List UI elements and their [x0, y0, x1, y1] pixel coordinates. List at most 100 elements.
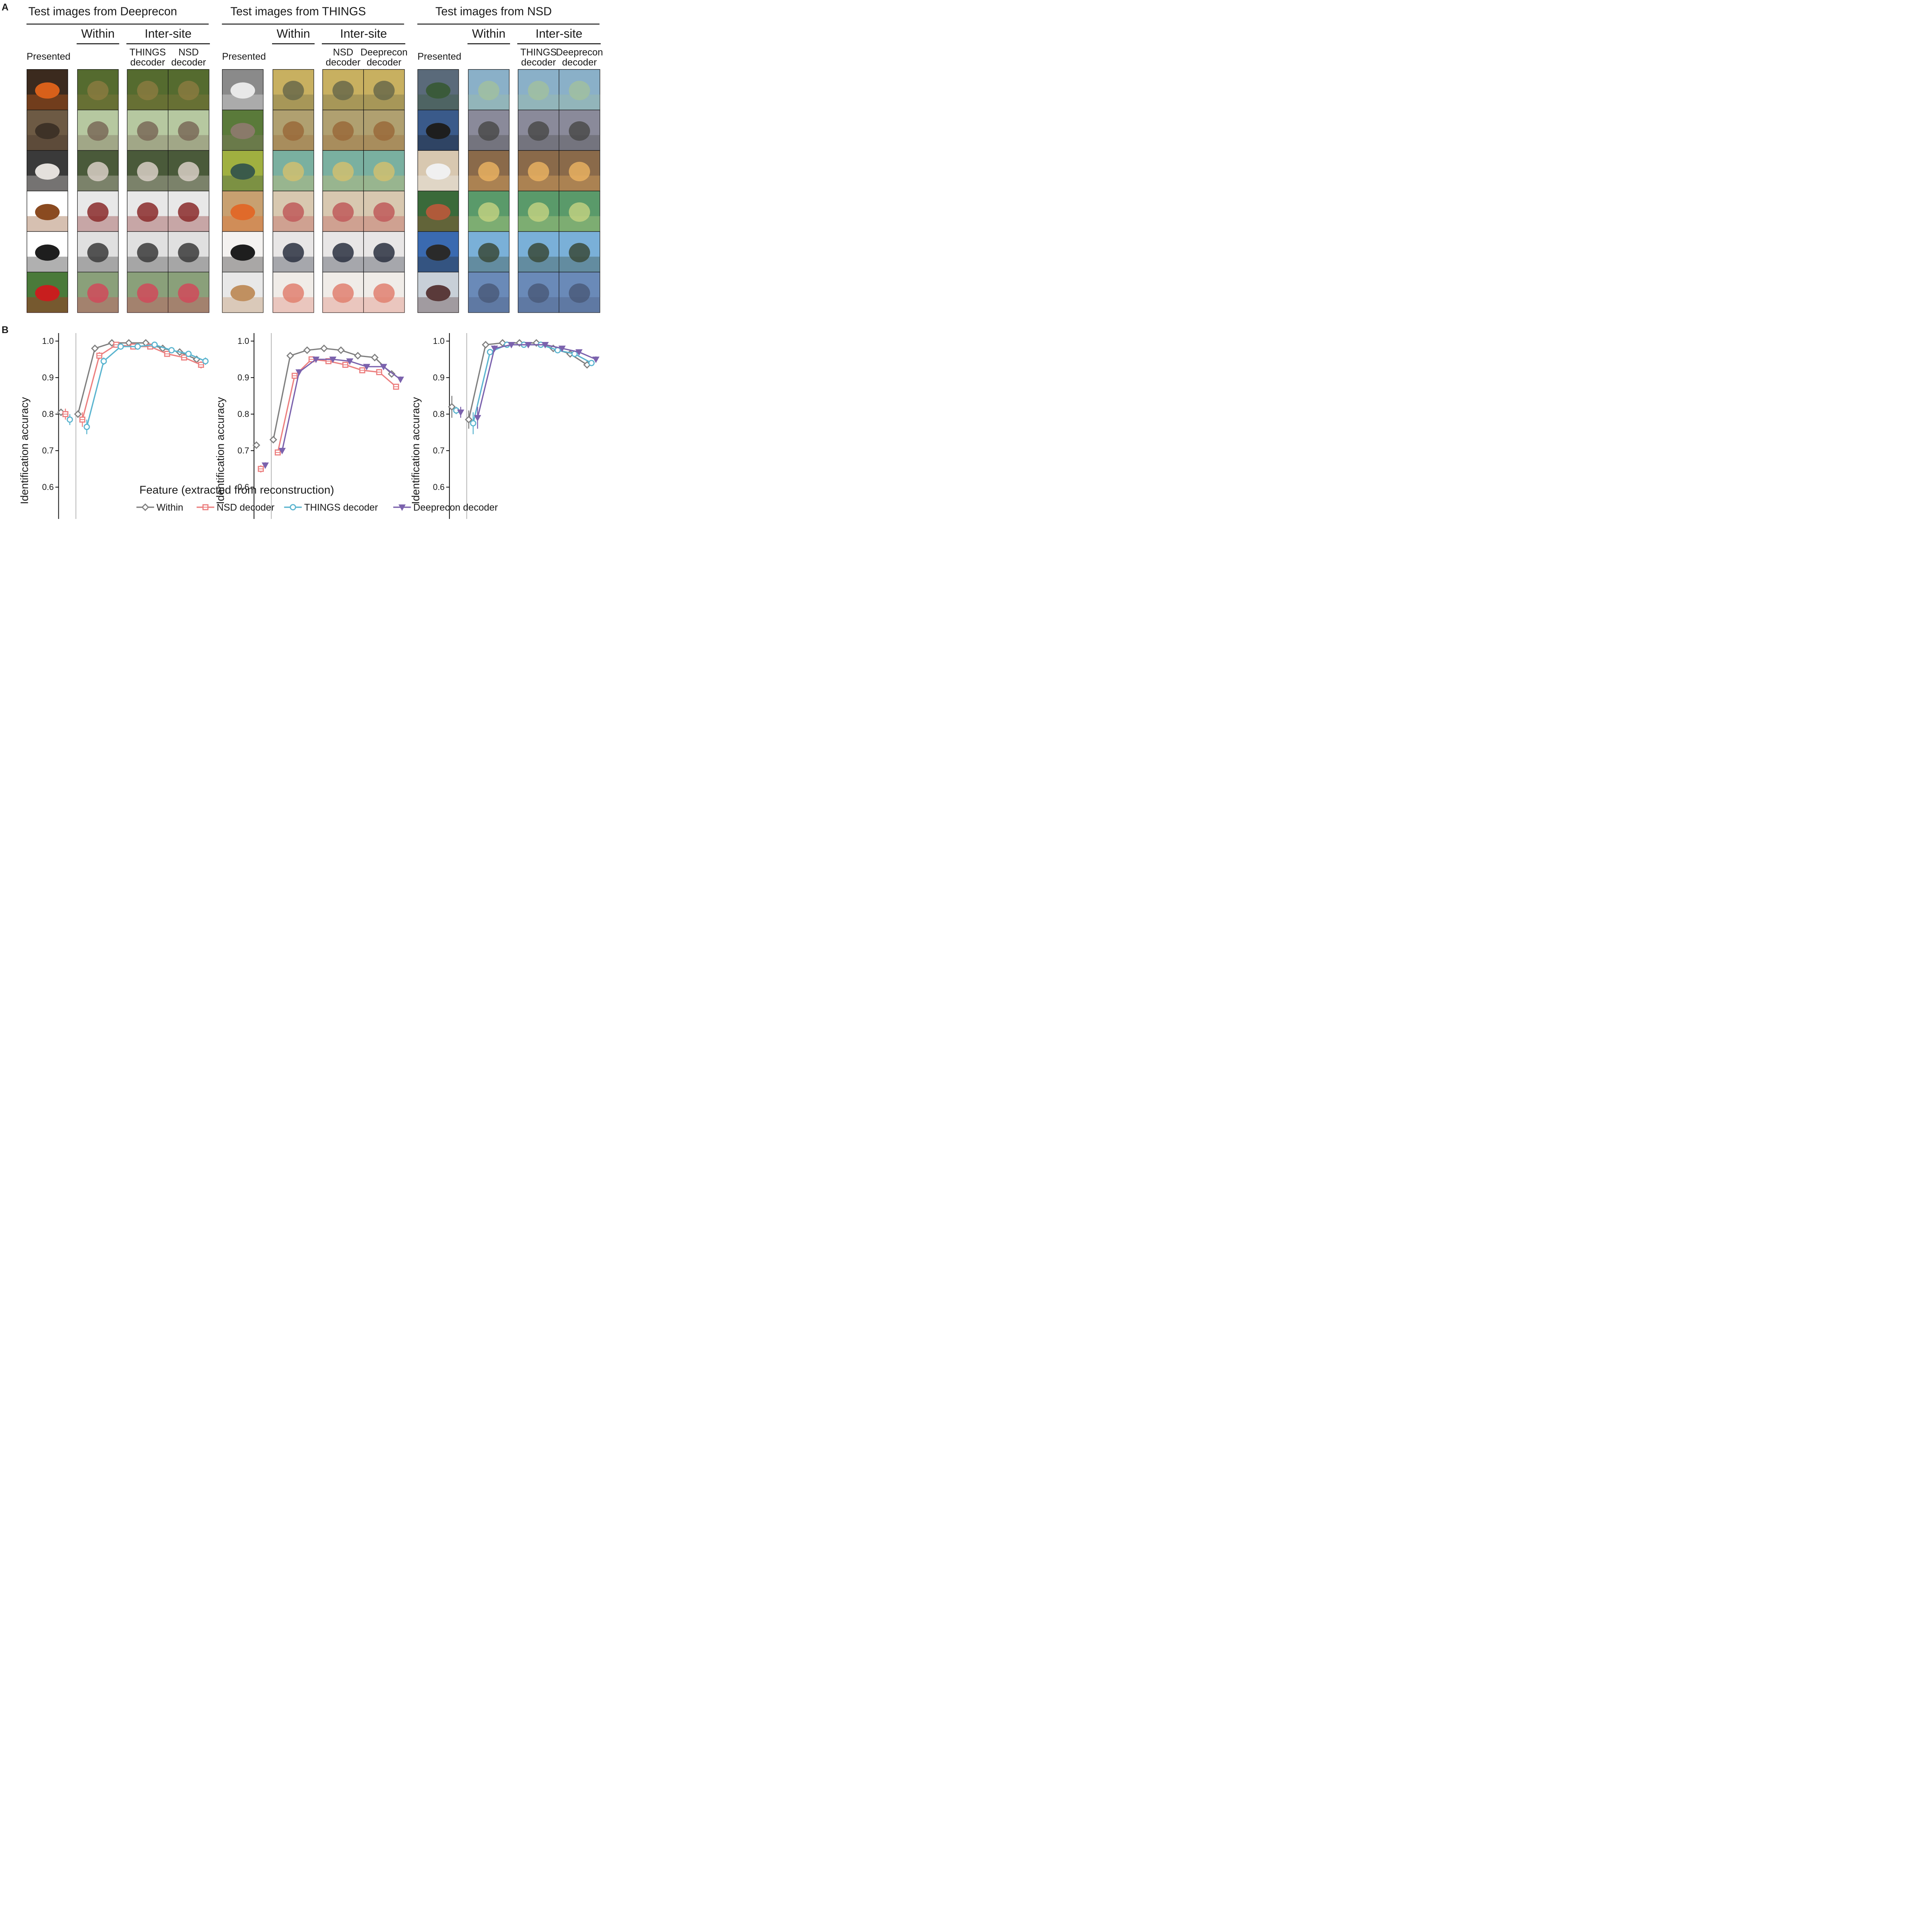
series-line	[477, 344, 596, 418]
image-object-mandolin	[35, 204, 60, 220]
image-cell	[417, 272, 459, 313]
image-object-owl	[87, 121, 109, 141]
triangle-marker	[474, 415, 481, 422]
y-tick-label: 0.9	[238, 373, 249, 383]
image-object-umbrella	[137, 243, 158, 262]
triangle-marker	[397, 376, 404, 383]
image-object-clipboard	[373, 283, 395, 303]
image-object-kimono	[282, 202, 304, 222]
image-object-kimono	[332, 202, 354, 222]
image-object-post-box	[87, 283, 109, 303]
diamond-marker	[371, 354, 379, 362]
image-object-goldfish	[178, 81, 199, 100]
panel-b: Identification accuracy0.40.50.60.70.80.…	[19, 333, 600, 519]
diamond-marker	[91, 344, 99, 352]
presented-label: Presented	[417, 51, 461, 62]
triangle-marker	[558, 345, 566, 352]
image-cell	[363, 109, 405, 151]
diamond-marker	[303, 346, 311, 354]
image-object-feather	[282, 81, 304, 100]
image-cell	[272, 231, 314, 272]
circle-marker	[289, 504, 296, 510]
image-cell	[127, 109, 168, 151]
image-cell	[77, 69, 119, 111]
circle-marker	[487, 349, 493, 355]
decoder-label-line1: Deeprecon	[361, 47, 408, 58]
image-cell	[322, 150, 364, 191]
diamond-marker	[269, 435, 277, 444]
circle-marker	[202, 358, 209, 364]
image-object-owl	[137, 121, 158, 141]
image-object-mandolin	[87, 202, 109, 222]
image-cell	[222, 69, 264, 111]
legend-item-nsd: NSD decoder	[196, 502, 274, 513]
y-tick-label: 0.6	[42, 482, 54, 492]
triangle-marker	[592, 356, 600, 363]
image-cell	[468, 109, 510, 151]
diamond-marker	[337, 346, 345, 354]
y-tick-label: 0.8	[238, 409, 249, 419]
image-object-windsurfer	[426, 82, 451, 99]
image-object-umbrella	[178, 243, 199, 262]
within-title: Within	[81, 27, 115, 41]
triangle-marker	[295, 369, 303, 376]
y-axis-label: Identification accuracy	[214, 397, 226, 504]
circle-marker	[100, 358, 107, 364]
image-cell	[168, 272, 209, 313]
series-deeprecon	[262, 356, 404, 469]
image-object-clock-tower	[569, 243, 590, 262]
image-object-baseball-pitcher	[528, 202, 549, 222]
image-cell	[272, 69, 314, 111]
image-cell	[559, 190, 600, 232]
image-cell	[222, 231, 264, 272]
image-object-cow	[528, 121, 549, 141]
diamond-marker	[354, 352, 362, 360]
image-cell	[127, 190, 168, 232]
image-object-rabbit	[282, 121, 304, 141]
image-object-clock-tower	[528, 243, 549, 262]
image-object-frying-pan	[373, 243, 395, 262]
intersite-title: Inter-site	[145, 27, 192, 41]
image-object-llama	[87, 162, 109, 182]
image-object-feather	[332, 81, 354, 100]
decoder-label-line1: NSD	[179, 47, 199, 58]
decoder-label-line2: decoder	[367, 57, 401, 68]
image-object-umbrella	[87, 243, 109, 262]
legend-label: Deeprecon decoder	[413, 502, 498, 513]
image-cell	[518, 150, 560, 191]
image-object-owl	[178, 121, 199, 141]
image-cell	[518, 69, 560, 111]
image-object-dragonfly	[373, 162, 395, 182]
chart-2: Identification accuracy0.40.50.60.70.80.…	[214, 333, 404, 519]
image-cell	[127, 272, 168, 313]
triangle-marker	[508, 342, 515, 349]
image-cell	[272, 150, 314, 191]
y-tick-label: 1.0	[42, 336, 54, 346]
image-object-feather	[373, 81, 395, 100]
image-object-kimono	[230, 204, 255, 220]
image-object-post-box	[137, 283, 158, 303]
image-object-llama	[178, 162, 199, 182]
diamond-marker	[74, 410, 82, 418]
image-cell	[272, 190, 314, 232]
image-cell	[468, 231, 510, 272]
image-cell	[559, 109, 600, 151]
legend-label: THINGS decoder	[304, 502, 378, 513]
circle-marker	[151, 342, 158, 348]
image-object-mandolin	[178, 202, 199, 222]
image-object-clock-tower	[478, 243, 500, 262]
legend: Within NSD decoder THINGS decoder Deeprecon…	[136, 502, 498, 513]
image-cell	[168, 109, 209, 151]
triangle-marker	[457, 409, 464, 416]
triangle-marker	[329, 356, 337, 363]
image-cell	[417, 190, 459, 232]
image-cell	[363, 272, 405, 313]
image-object-post-box	[35, 285, 60, 301]
triangle-marker	[524, 342, 532, 349]
legend-item-things: THINGS decoder	[284, 502, 378, 513]
image-cell	[77, 272, 119, 313]
image-background	[559, 69, 600, 111]
legend-item-within: Within	[136, 502, 183, 513]
diamond-marker	[465, 415, 473, 423]
image-cell	[272, 272, 314, 313]
